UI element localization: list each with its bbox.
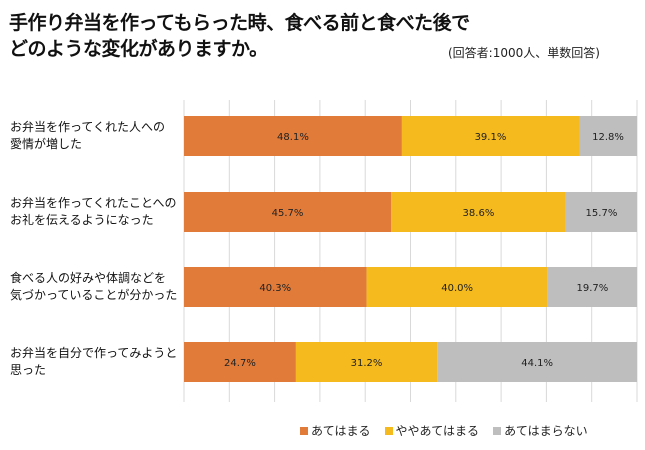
data-label: 24.7% xyxy=(224,358,256,369)
legend-label: あてはまる xyxy=(311,424,371,438)
bar-segment xyxy=(295,342,438,382)
data-label: 38.6% xyxy=(463,208,495,219)
data-label: 40.0% xyxy=(441,283,473,294)
data-label: 48.1% xyxy=(277,132,309,143)
data-label: 31.2% xyxy=(351,358,383,369)
data-label: 44.1% xyxy=(521,358,553,369)
bar-segment xyxy=(184,267,367,307)
category-label: 食べる人の好みや体調などを 気づかっていることが分かった xyxy=(10,271,178,302)
respondent-note: (回答者:1000人、単数回答) xyxy=(448,46,600,60)
chart-title-line-2: どのような変化がありますか。 xyxy=(9,38,268,60)
category-label: お弁当を作ってくれたことへの お礼を伝えるようになった xyxy=(10,196,177,227)
category-label: お弁当を自分で作ってみようと 思った xyxy=(10,346,178,377)
legend-item: あてはまらない xyxy=(493,422,588,439)
chart-title-line-1: 手作り弁当を作ってもらった時、食べる前と食べた後で xyxy=(9,12,470,34)
data-label: 40.3% xyxy=(259,283,291,294)
legend-swatch xyxy=(493,426,502,435)
legend-item: ややあてはまる xyxy=(384,422,480,439)
bar-segment xyxy=(184,342,296,382)
legend-label: ややあてはまる xyxy=(395,424,480,438)
data-label: 15.7% xyxy=(586,208,618,219)
legend-swatch xyxy=(384,426,393,435)
data-label: 19.7% xyxy=(576,283,608,294)
category-label: お弁当を作ってくれた人への 愛情が増した xyxy=(10,120,166,151)
legend-swatch xyxy=(300,426,308,435)
data-label: 39.1% xyxy=(475,132,507,143)
data-label: 45.7% xyxy=(272,208,304,219)
legend-label: あてはまらない xyxy=(504,424,588,438)
bar-segment xyxy=(565,192,637,232)
bar-segment xyxy=(579,116,637,156)
bar-segment xyxy=(437,342,637,382)
legend-item: あてはまる xyxy=(300,422,371,439)
legend: あてはまる ややあてはまる あてはまらない xyxy=(300,422,588,439)
bar-segment xyxy=(547,267,637,307)
bar-segment xyxy=(391,192,566,232)
bar-segment xyxy=(184,192,392,232)
bar-segment xyxy=(366,267,548,307)
bar-segment xyxy=(184,116,402,156)
data-label: 12.8% xyxy=(592,132,624,143)
bar-segment xyxy=(401,116,580,156)
